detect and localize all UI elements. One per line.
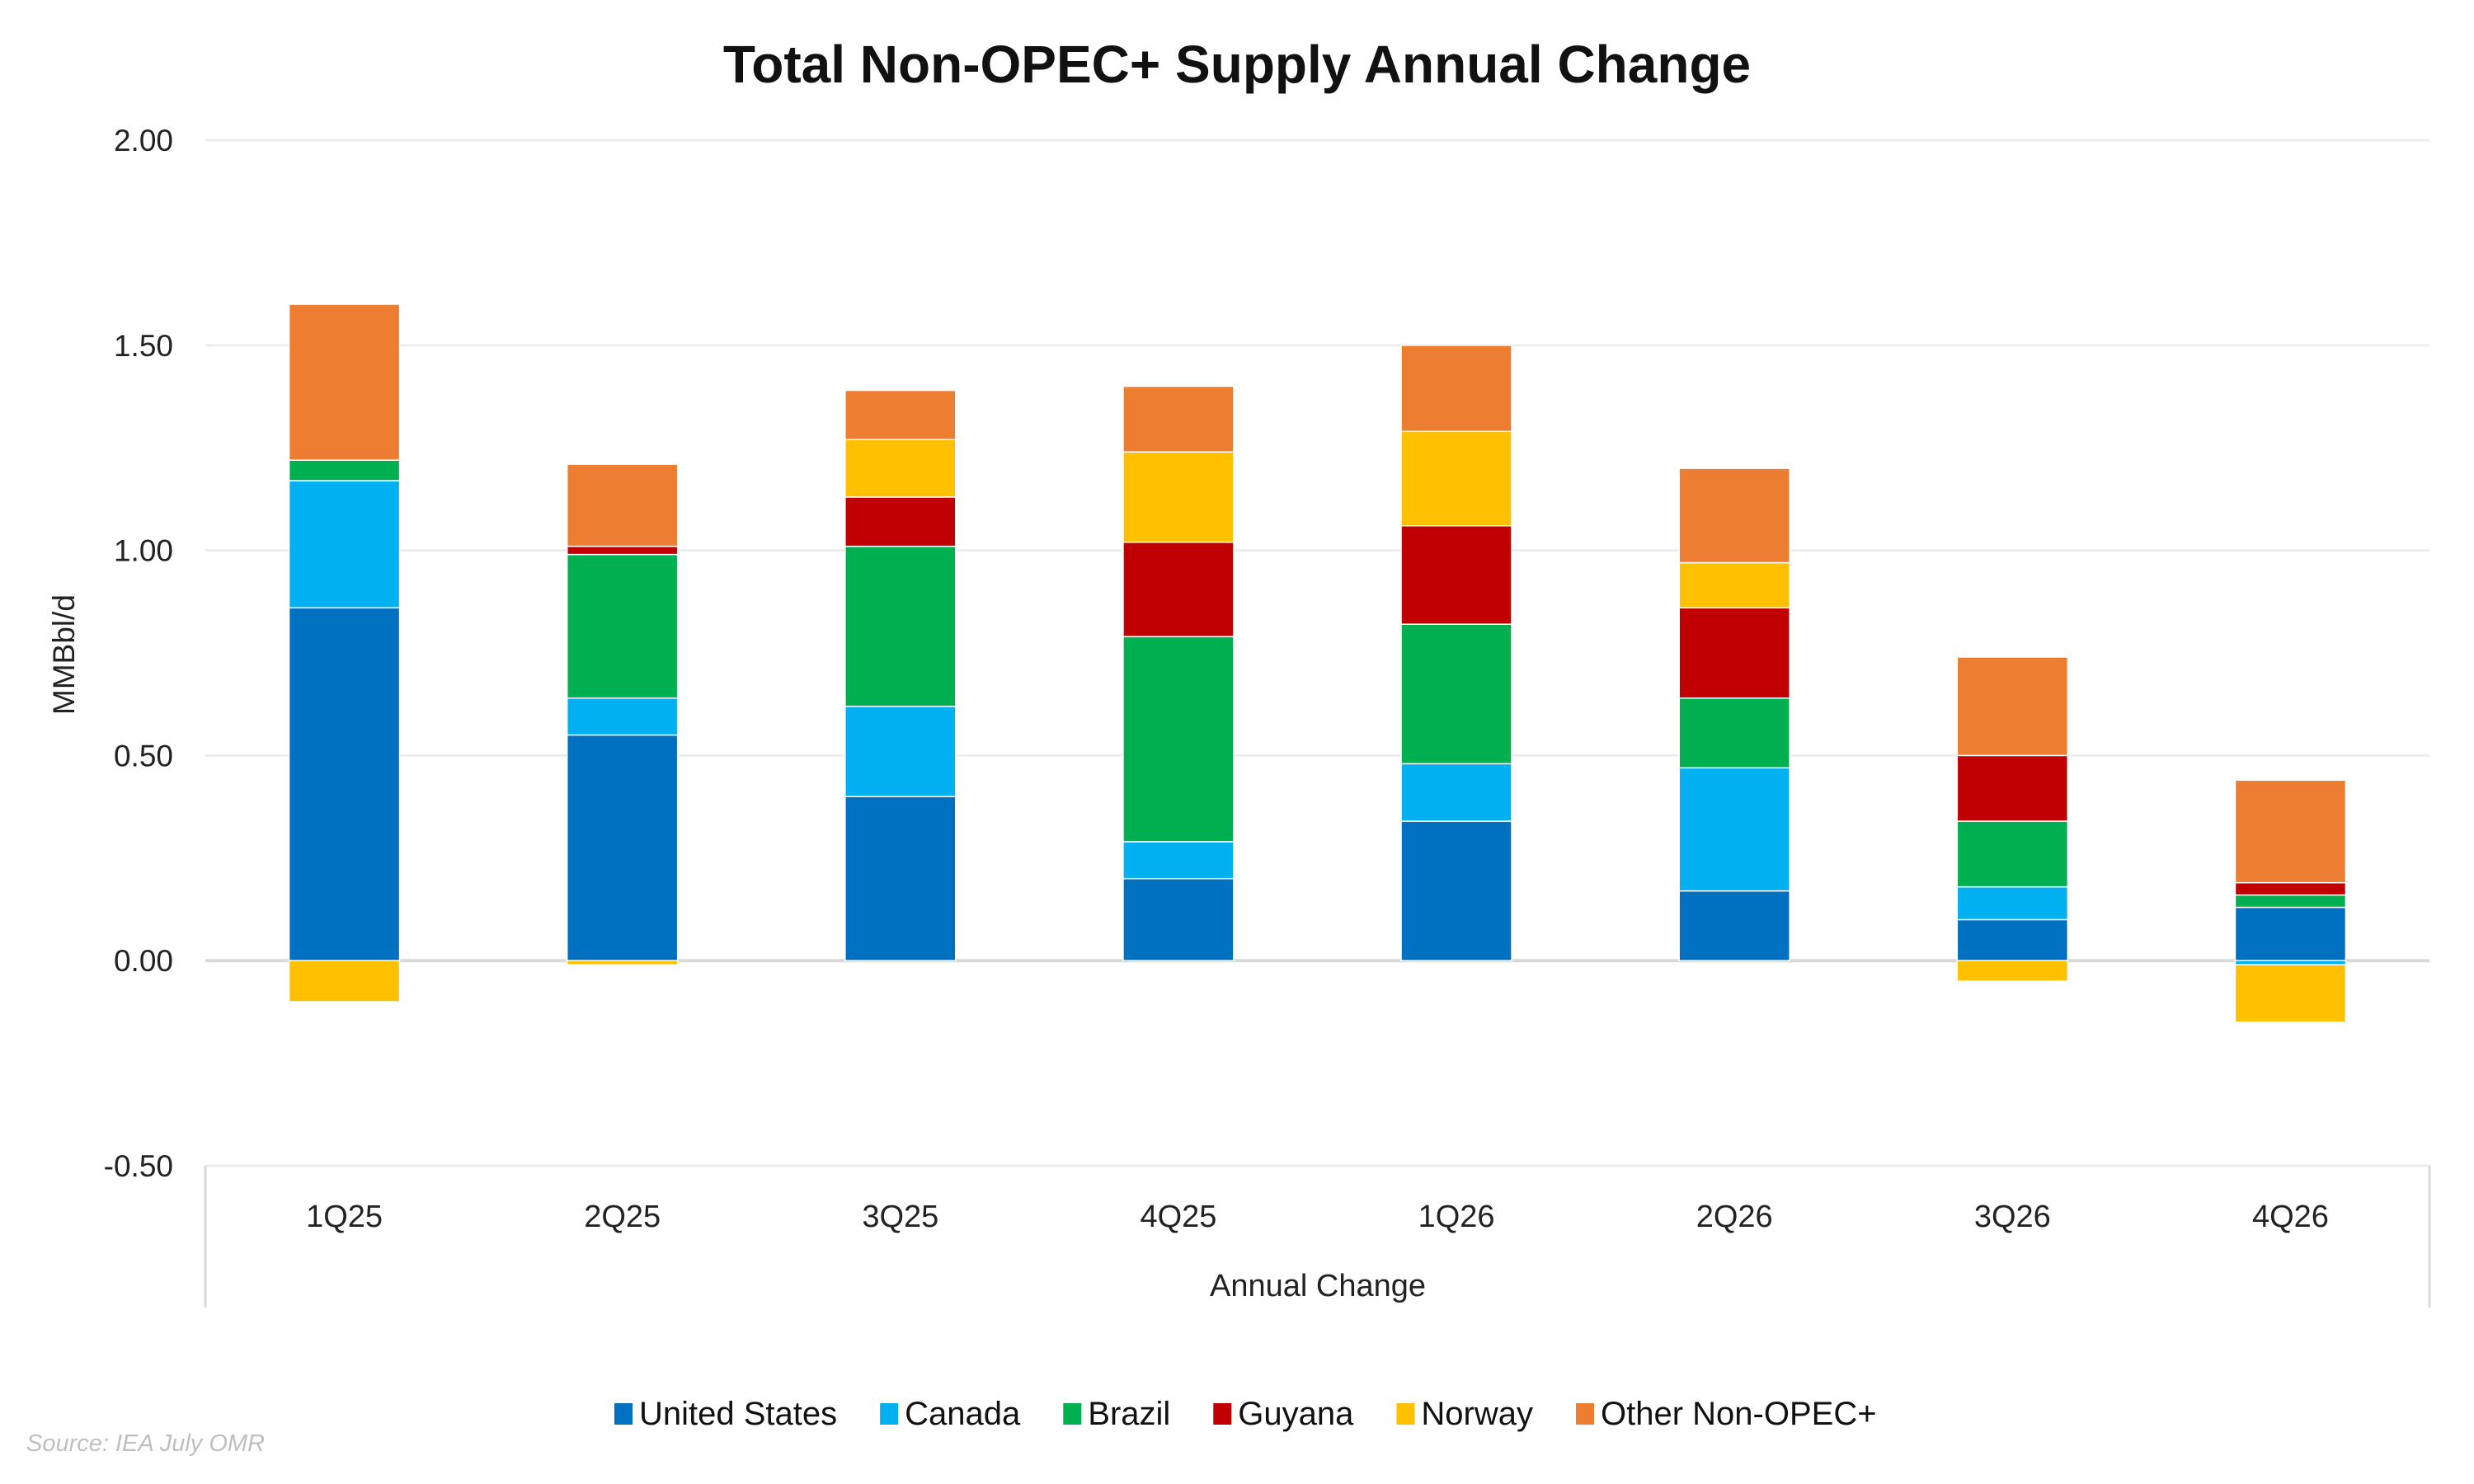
bar-segment-guyana — [1678, 607, 1790, 699]
bar-segment-brazil — [1400, 623, 1512, 765]
x-tick-label: 2Q26 — [1696, 1200, 1773, 1234]
bar-segment-united-states — [1400, 820, 1512, 961]
x-tick-label: 2Q25 — [584, 1200, 661, 1234]
bar-segment-guyana — [1956, 754, 2069, 822]
bar-segment-brazil — [1956, 820, 2069, 888]
bar-segment-canada — [1400, 763, 1512, 822]
bar-segment-norway — [844, 439, 957, 498]
bar-segment-united-states — [1122, 877, 1235, 961]
legend: United States Canada Brazil Guyana Norway Oth… — [614, 1396, 1877, 1432]
bar-segment-united-states — [1678, 890, 1790, 961]
bar-segment-norway — [1122, 451, 1235, 543]
bar-segment-norway — [1400, 430, 1512, 527]
y-tick-label: 1.50 — [114, 329, 173, 363]
x-tick-label: 4Q26 — [2252, 1200, 2329, 1234]
bars — [288, 303, 2347, 1023]
bar-segment-guyana — [2234, 881, 2347, 896]
bar-segment-other-non-opec- — [844, 389, 957, 440]
bar-segment-guyana — [1122, 541, 1235, 637]
bar-segment-canada — [566, 697, 679, 736]
bar-segment-brazil — [1122, 636, 1235, 843]
bar-segment-norway — [1956, 960, 2069, 982]
bar-segment-other-non-opec- — [1400, 345, 1512, 433]
legend-swatch — [1063, 1403, 1082, 1425]
bar-segment-guyana — [844, 496, 957, 547]
legend-item[interactable]: Guyana — [1213, 1396, 1354, 1432]
legend-swatch — [1396, 1403, 1415, 1425]
bar-segment-canada — [288, 480, 401, 609]
bar-stack-3Q26 — [1956, 656, 2069, 982]
legend-label: Other Non-OPEC+ — [1601, 1396, 1877, 1432]
bar-segment-other-non-opec- — [1956, 656, 2069, 757]
bar-segment-other-non-opec- — [2234, 779, 2347, 884]
bar-stack-4Q26 — [2234, 779, 2347, 1023]
bar-segment-canada — [1122, 841, 1235, 880]
legend-label: Canada — [905, 1396, 1021, 1432]
y-tick-label: 2.00 — [114, 124, 173, 157]
y-axis-ticks: 2.00 1.50 1.00 0.50 0.00 -0.50 — [104, 124, 173, 1183]
bar-segment-brazil — [288, 459, 401, 481]
bar-segment-guyana — [566, 545, 679, 556]
bar-segment-norway — [2234, 964, 2347, 1023]
legend-swatch — [614, 1403, 633, 1425]
bar-segment-united-states — [1956, 918, 2069, 961]
y-axis-label: MMBbl/d — [47, 594, 81, 715]
chart-title: Total Non-OPEC+ Supply Annual Change — [723, 35, 1751, 94]
bar-stack-4Q25 — [1122, 385, 1235, 961]
bar-stack-2Q26 — [1678, 467, 1790, 961]
bar-segment-other-non-opec- — [1678, 467, 1790, 564]
bar-segment-other-non-opec- — [288, 303, 401, 461]
bar-segment-brazil — [1678, 697, 1790, 769]
bar-segment-united-states — [844, 796, 957, 961]
x-tick-label: 3Q25 — [862, 1200, 938, 1234]
bar-segment-other-non-opec- — [566, 463, 679, 547]
source-note: Source: IEA July OMR — [26, 1430, 265, 1457]
bar-stack-1Q26 — [1400, 345, 1512, 961]
y-tick-label: 0.00 — [114, 944, 173, 978]
x-tick-label: 3Q26 — [1974, 1200, 2051, 1234]
x-axis-label: Annual Change — [1210, 1269, 1426, 1303]
bar-segment-norway — [288, 960, 401, 1003]
legend-item[interactable]: Norway — [1396, 1396, 1533, 1432]
bar-stack-1Q25 — [288, 303, 401, 1003]
bar-segment-united-states — [288, 607, 401, 961]
x-tick-label: 1Q25 — [306, 1200, 383, 1234]
legend-label: Brazil — [1088, 1396, 1170, 1432]
bar-segment-canada — [1956, 885, 2069, 921]
x-tick-label: 4Q25 — [1140, 1200, 1216, 1234]
bar-stack-3Q25 — [844, 389, 957, 961]
bar-segment-canada — [1678, 767, 1790, 892]
bar-stack-2Q25 — [566, 463, 679, 965]
legend-label: Norway — [1421, 1396, 1533, 1432]
x-tick-label: 1Q26 — [1418, 1200, 1495, 1234]
legend-swatch — [1576, 1403, 1594, 1425]
y-tick-label: 0.50 — [114, 739, 173, 773]
legend-swatch — [1213, 1403, 1232, 1425]
bar-segment-canada — [844, 705, 957, 797]
bar-segment-united-states — [566, 734, 679, 961]
gridlines — [205, 139, 2429, 1167]
legend-item[interactable]: Canada — [880, 1396, 1021, 1432]
legend-item[interactable]: Other Non-OPEC+ — [1576, 1396, 1877, 1432]
x-axis-ticks: 1Q25 2Q25 3Q25 4Q25 1Q26 2Q26 3Q26 4Q26 — [306, 1200, 2329, 1234]
bar-segment-brazil — [844, 545, 957, 707]
bar-segment-other-non-opec- — [1122, 385, 1235, 453]
bar-segment-brazil — [566, 553, 679, 699]
legend-label: Guyana — [1238, 1396, 1354, 1432]
bar-segment-united-states — [2234, 906, 2347, 961]
bar-segment-norway — [566, 960, 679, 965]
legend-item[interactable]: United States — [614, 1396, 837, 1432]
y-tick-label: -0.50 — [104, 1149, 173, 1183]
legend-label: United States — [639, 1396, 837, 1432]
legend-swatch — [880, 1403, 899, 1425]
legend-item[interactable]: Brazil — [1063, 1396, 1170, 1432]
bar-segment-norway — [1678, 561, 1790, 609]
bar-segment-brazil — [2234, 894, 2347, 909]
bar-segment-guyana — [1400, 524, 1512, 625]
y-tick-label: 1.00 — [114, 534, 173, 568]
